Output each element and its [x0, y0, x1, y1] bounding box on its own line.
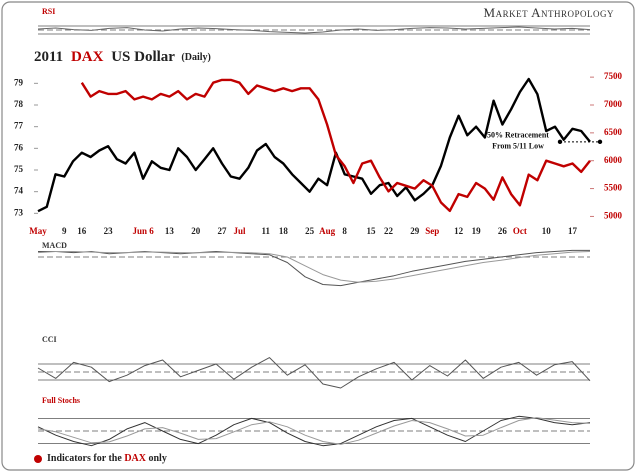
annotation: 50% Retracement — [487, 131, 549, 140]
x-tick-label: Jun 6 — [133, 226, 155, 236]
x-tick-label: 11 — [262, 226, 271, 236]
x-tick-label: 10 — [542, 226, 552, 236]
y-tick-label: 73 — [14, 207, 24, 217]
x-tick-label: Sep — [425, 226, 439, 236]
x-tick-label: 17 — [568, 226, 578, 236]
x-tick-label: Jul — [234, 226, 247, 236]
x-tick-label: 16 — [77, 226, 87, 236]
x-tick-label: Oct — [513, 226, 527, 236]
y-tick-label: 75 — [14, 164, 24, 174]
indicator-line — [37, 26, 591, 34]
title-daily: (Daily) — [181, 52, 210, 63]
x-tick-label: Aug — [319, 226, 336, 236]
x-tick-label: 27 — [218, 226, 228, 236]
y-tick-label: 74 — [14, 186, 24, 196]
indicator-line — [37, 417, 591, 445]
footer-text: only — [148, 453, 166, 464]
y2-tick-label: 6000 — [604, 155, 623, 165]
footer-dot — [34, 455, 42, 463]
x-tick-label: 23 — [104, 226, 114, 236]
x-tick-label: 19 — [472, 226, 482, 236]
x-tick-label: May — [29, 226, 47, 236]
title-dollar: US Dollar — [111, 49, 175, 65]
chart-title: 2011 DAX US Dollar (Daily) — [34, 49, 211, 65]
title-dax: DAX — [71, 49, 104, 65]
brand: Market Anthropology — [484, 5, 614, 20]
x-tick-label: 25 — [305, 226, 315, 236]
y-tick-label: 77 — [14, 121, 24, 131]
annotation: From 5/11 Low — [492, 142, 544, 151]
y-tick-label: 79 — [14, 77, 24, 87]
x-tick-label: 8 — [342, 226, 347, 236]
indicator-line — [37, 251, 591, 283]
indicator-line — [37, 415, 591, 447]
panel-label: RSI — [42, 7, 55, 16]
panel-label: MACD — [42, 241, 67, 250]
x-tick-label: 18 — [279, 226, 289, 236]
y2-tick-label: 5500 — [604, 183, 623, 193]
y-tick-label: 78 — [14, 99, 24, 109]
y2-tick-label: 5000 — [604, 210, 623, 220]
panel-label: CCI — [42, 335, 57, 344]
x-tick-label: 12 — [454, 226, 464, 236]
indicator-line — [37, 357, 591, 389]
x-tick-label: 15 — [366, 226, 376, 236]
footer-text: Indicators for the — [47, 453, 122, 464]
retracement-dot — [557, 139, 563, 145]
x-tick-label: 29 — [410, 226, 420, 236]
x-tick-label: 20 — [191, 226, 201, 236]
y2-tick-label: 6500 — [604, 127, 623, 137]
y2-tick-label: 7000 — [604, 99, 623, 109]
y2-tick-label: 7500 — [604, 71, 623, 81]
title-year: 2011 — [34, 49, 63, 65]
series-line — [80, 78, 591, 213]
series-line — [37, 77, 591, 213]
x-tick-label: 22 — [384, 226, 394, 236]
y-tick-label: 76 — [14, 142, 24, 152]
retracement-dot — [597, 139, 603, 145]
panel-label: Full Stochs — [42, 396, 80, 405]
x-tick-label: 9 — [62, 226, 67, 236]
footer-dax: DAX — [124, 453, 146, 464]
x-tick-label: 13 — [165, 226, 175, 236]
x-tick-label: 26 — [498, 226, 508, 236]
footer-note: Indicators for the DAX only — [47, 453, 167, 464]
